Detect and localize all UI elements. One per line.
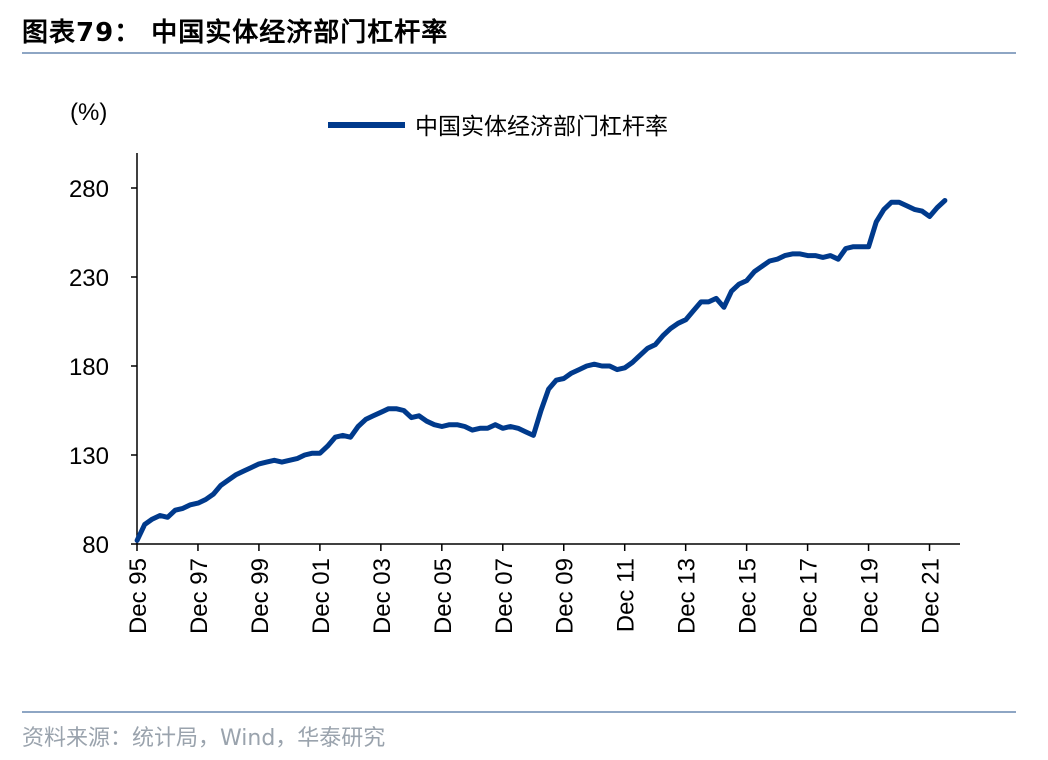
title-divider: [22, 52, 1016, 54]
x-tick-label: Dec 95: [125, 558, 152, 634]
x-tick-label: Dec 15: [735, 558, 762, 634]
y-ticks: 80 130 180 230 280: [69, 176, 137, 559]
x-tick-label: Dec 19: [857, 558, 884, 634]
axes: [136, 153, 960, 545]
x-tick-label: Dec 97: [186, 558, 213, 634]
y-tick-label: 130: [69, 443, 109, 470]
x-ticks: Dec 95 Dec 97 Dec 99 Dec 01 Dec 03 Dec 05 Dec …: [125, 544, 945, 634]
legend-label: 中国实体经济部门杠杆率: [415, 114, 668, 140]
y-tick-label: 80: [82, 532, 109, 559]
x-tick-label: Dec 05: [430, 558, 457, 634]
x-tick-label: Dec 11: [613, 558, 640, 632]
legend: 中国实体经济部门杠杆率: [328, 114, 668, 140]
y-tick-label: 280: [69, 176, 109, 203]
x-tick-label: Dec 17: [796, 558, 823, 634]
x-tick-label: Dec 03: [369, 558, 396, 634]
x-tick-label: Dec 99: [247, 558, 274, 634]
y-tick-label: 180: [69, 354, 109, 381]
x-tick-label: Dec 01: [308, 558, 335, 634]
y-tick-label: 230: [69, 265, 109, 292]
x-tick-label: Dec 13: [674, 558, 701, 634]
x-tick-label: Dec 07: [491, 558, 518, 634]
source-note: 资料来源：统计局，Wind，华泰研究: [22, 726, 386, 751]
x-tick-label: Dec 09: [552, 558, 579, 634]
y-axis-unit-label: (%): [70, 99, 107, 126]
source-divider: [22, 711, 1016, 713]
x-tick-label: Dec 21: [918, 558, 945, 634]
page-title: 图表79： 中国实体经济部门杠杆率: [22, 18, 449, 48]
series-line: [134, 198, 948, 543]
